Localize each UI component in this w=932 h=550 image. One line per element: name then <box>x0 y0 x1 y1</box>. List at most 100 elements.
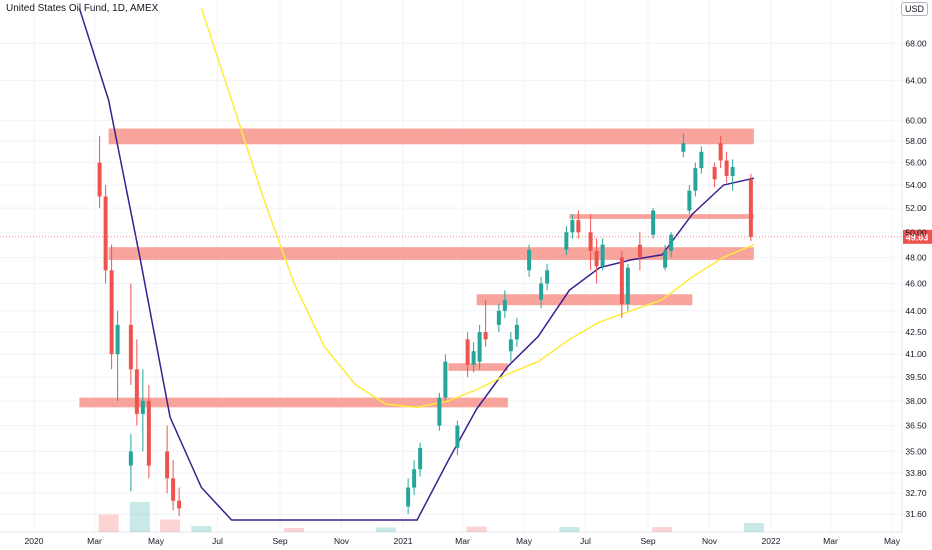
candle-body <box>669 234 674 251</box>
volume-bar <box>652 527 673 532</box>
candle-body <box>693 168 698 191</box>
x-tick-label: Mar <box>87 536 102 546</box>
x-tick-label: Sep <box>640 536 655 546</box>
volume-bar <box>559 527 580 532</box>
volume-bar <box>743 523 764 532</box>
candle-body <box>437 397 442 426</box>
candle-body <box>140 400 145 414</box>
volume-bar <box>160 519 181 532</box>
last-price-label: 49.63 <box>906 232 929 242</box>
candle-body <box>570 220 575 233</box>
x-tick-label: Jul <box>212 536 223 546</box>
y-tick-label: 39.50 <box>905 372 927 382</box>
candle-body <box>527 249 532 271</box>
y-tick-label: 58.00 <box>905 136 927 146</box>
candle-body <box>115 324 120 355</box>
volume-bar <box>375 527 396 532</box>
candle-body <box>109 270 114 355</box>
x-tick-label: Nov <box>334 536 350 546</box>
candle-body <box>564 232 569 250</box>
volume-bar <box>284 528 305 532</box>
y-tick-label: 31.60 <box>905 509 927 519</box>
candle-body <box>600 244 605 267</box>
candle-body <box>406 487 411 507</box>
candle-body <box>748 179 753 237</box>
y-tick-label: 50.00 <box>905 227 927 237</box>
candle-body <box>576 220 581 233</box>
symbol-legend[interactable]: United States Oil Fund, 1D, AMEX <box>6 3 159 14</box>
candle-body <box>687 190 692 211</box>
candle-body <box>97 162 102 197</box>
x-tick-label: May <box>516 536 533 546</box>
candle-body <box>465 339 470 365</box>
last-price-tag <box>903 229 932 244</box>
candle-body <box>681 143 686 152</box>
y-tick-label: 54.00 <box>905 180 927 190</box>
candle-body <box>619 257 624 304</box>
candle-body <box>539 283 544 300</box>
candle-body <box>477 332 482 362</box>
x-tick-label: 2020 <box>25 536 44 546</box>
y-tick-label: 35.00 <box>905 446 927 456</box>
moving-average-long-line <box>200 8 755 409</box>
candle-body <box>128 324 133 370</box>
x-tick-label: May <box>148 536 165 546</box>
candle-body <box>128 451 133 466</box>
x-tick-label: Jul <box>580 536 591 546</box>
x-tick-label: Nov <box>702 536 718 546</box>
candle-body <box>718 143 723 161</box>
candle-body <box>545 270 550 284</box>
candle-body <box>594 250 599 267</box>
support-resistance-zone <box>448 363 508 371</box>
candle-body <box>651 210 656 235</box>
candle-body <box>712 167 717 180</box>
candle-body <box>177 500 182 509</box>
y-tick-label: 41.00 <box>905 349 927 359</box>
candle-body <box>508 339 513 352</box>
y-tick-label: 64.00 <box>905 76 927 86</box>
x-tick-label: May <box>884 536 901 546</box>
candle-body <box>418 447 423 470</box>
y-tick-label: 52.00 <box>905 203 927 213</box>
x-tick-label: Mar <box>455 536 470 546</box>
support-resistance-zone <box>79 397 508 408</box>
y-tick-label: 42.50 <box>905 327 927 337</box>
candle-body <box>637 244 642 258</box>
moving-average-short-line <box>78 8 755 521</box>
y-tick-label: 36.50 <box>905 421 927 431</box>
volume-bar <box>466 526 487 532</box>
candle-body <box>412 469 417 488</box>
volume-bar <box>129 502 150 532</box>
y-tick-label: 44.00 <box>905 306 927 316</box>
x-tick-label: Mar <box>823 536 838 546</box>
candle-body <box>699 151 704 169</box>
candle-body <box>514 324 519 340</box>
y-tick-label: 32.70 <box>905 488 927 498</box>
y-tick-label: 38.00 <box>905 396 927 406</box>
candle-body <box>146 400 151 466</box>
volume-bar <box>98 514 119 532</box>
candle-body <box>483 332 488 340</box>
candle-body <box>103 196 108 271</box>
y-tick-label: 33.80 <box>905 468 927 478</box>
y-tick-label: 46.00 <box>905 278 927 288</box>
candle-body <box>663 250 668 268</box>
y-tick-label: 60.00 <box>905 115 927 125</box>
candle-body <box>730 167 735 176</box>
support-resistance-zone <box>108 128 754 145</box>
support-resistance-zone <box>569 214 754 219</box>
candle-body <box>724 160 729 176</box>
x-tick-label: 2022 <box>762 536 781 546</box>
support-resistance-zone <box>108 247 754 260</box>
candle-body <box>171 478 176 501</box>
x-tick-label: Sep <box>272 536 287 546</box>
volume-bar <box>191 526 212 532</box>
candle-body <box>134 369 139 414</box>
candle-body <box>471 351 476 365</box>
currency-button[interactable]: USD <box>900 2 928 16</box>
candle-body <box>455 425 460 448</box>
candle-body <box>496 310 501 325</box>
candle-body <box>165 451 170 479</box>
